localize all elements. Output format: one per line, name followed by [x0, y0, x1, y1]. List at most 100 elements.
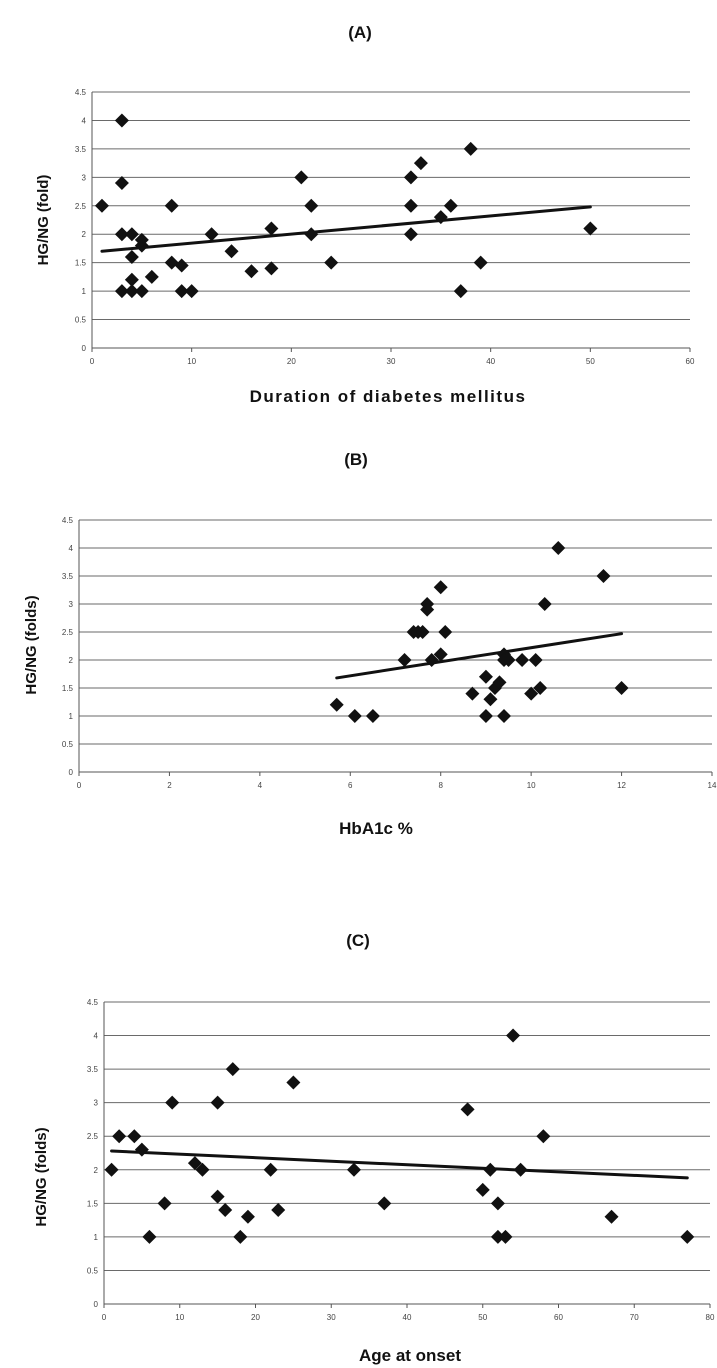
panel-b-data-point: [365, 709, 380, 723]
panel-c-data-point: [377, 1196, 392, 1211]
panel-c-y-tick-label: 3: [94, 1099, 99, 1108]
panel-b-data-point: [528, 653, 543, 667]
panel-a-data-point: [304, 198, 319, 213]
panel-a-y-tick-label: 3: [82, 173, 87, 182]
panel-a-y-tick-label: 3.5: [75, 145, 87, 154]
panel-b-data-point: [478, 669, 493, 684]
panel-a-y-tick-label: 2: [82, 230, 87, 239]
panel-c-data-point: [498, 1229, 513, 1244]
panel-a-data-point: [403, 198, 418, 213]
panel-a-data-point: [164, 198, 179, 213]
panel-c-x-tick-label: 50: [478, 1313, 487, 1322]
panel-c-x-tick-label: 0: [102, 1313, 107, 1322]
panel-b-data-point: [397, 653, 412, 667]
panel-a-data-point: [174, 284, 189, 299]
panel-a-data-point: [124, 272, 139, 287]
panel-c-data-point: [490, 1229, 505, 1244]
panel-b-data-point: [424, 653, 439, 667]
panel-c-data-point: [142, 1229, 157, 1244]
panel-c-x-tick-label: 60: [554, 1313, 563, 1322]
panel-b-y-tick-label: 4.5: [62, 516, 74, 525]
panel-a-x-tick-label: 40: [486, 357, 495, 366]
panel-a-y-tick-label: 2.5: [75, 202, 87, 211]
panel-a-data-point: [324, 255, 339, 270]
panel-c-data-point: [195, 1162, 210, 1177]
panel-c-x-tick-label: 30: [327, 1313, 336, 1322]
panel-b-data-point: [492, 675, 507, 690]
panel-b-data-point: [515, 653, 530, 667]
panel-b-data-point: [347, 709, 362, 723]
panel-c-x-tick-label: 20: [251, 1313, 260, 1322]
panel-c-data-point: [490, 1196, 505, 1211]
panel-a-y-tick-label: 4: [82, 116, 87, 125]
panel-a-data-point: [264, 221, 279, 236]
panel-c-data-point: [112, 1129, 127, 1144]
panel-b-x-tick-label: 8: [438, 781, 443, 790]
panel-a-x-tick-label: 60: [686, 357, 695, 366]
panel-b-data-point: [433, 580, 448, 595]
panel-c-data-point: [460, 1102, 475, 1117]
panel-a-data-point: [473, 255, 488, 270]
panel-a-data-point: [124, 249, 139, 264]
panel-c-data-point: [346, 1162, 361, 1177]
panel-b-data-point: [497, 709, 512, 723]
panel-c-data-point: [263, 1162, 278, 1177]
panel-c-data-point: [604, 1209, 619, 1224]
panel-b-data-point: [438, 625, 453, 639]
panel-a-x-tick-label: 0: [90, 357, 95, 366]
panel-c-y-tick-label: 1: [94, 1233, 99, 1242]
panel-c-data-point: [134, 1142, 149, 1157]
panel-a-data-point: [294, 170, 309, 185]
panel-a-data-point: [124, 227, 139, 242]
panel-a-data-point: [164, 255, 179, 270]
panel-a-title: (A): [348, 23, 372, 42]
panel-a-data-point: [264, 261, 279, 276]
panel-a-data-point: [174, 258, 189, 273]
panel-c-plot-area: 0 0.5 1 1.5 2 2.5 3 3.5 4 4.5 0 10 20 30 40 50 60 70 80: [87, 998, 715, 1322]
panel-b-y-tick-label: 0: [69, 768, 74, 777]
panel-b-data-point: [533, 681, 548, 695]
panel-b-data-point: [614, 681, 629, 695]
panel-b-y-tick-label: 3.5: [62, 572, 74, 581]
panel-c-data-point: [536, 1129, 551, 1144]
panel-b-y-tick-label: 2.5: [62, 628, 74, 637]
panel-a-data-point: [134, 284, 149, 299]
panel-b-x-tick-label: 4: [258, 781, 263, 790]
panel-b-y-tick-label: 4: [69, 544, 74, 553]
panel-a-data-point: [114, 284, 129, 299]
panel-b-data-point: [478, 709, 493, 723]
panel-b-x-tick-label: 6: [348, 781, 353, 790]
panel-b-y-axis-label: HG/NG (folds): [23, 595, 40, 694]
panel-b-x-tick-label: 14: [708, 781, 717, 790]
panel-b-plot-area: 0 0.5 1 1.5 2 2.5 3 3.5 4 4.5 0 2 4 6 8 10 12 14: [62, 516, 717, 790]
panel-b-y-tick-label: 0.5: [62, 740, 74, 749]
panel-b-x-axis-label: HbA1c %: [339, 819, 413, 838]
panel-b-data-point: [596, 569, 611, 583]
panel-c-trendline: [110, 1149, 689, 1180]
panel-a-data-point: [134, 232, 149, 247]
panel-a-data-point: [433, 210, 448, 225]
panel-a-y-tick-label: 0: [82, 344, 87, 353]
panel-c-data-point: [240, 1209, 255, 1224]
panel-b-x-tick-label: 10: [527, 781, 536, 790]
panel-c-data-point: [157, 1196, 172, 1211]
panel-a-x-tick-label: 10: [187, 357, 196, 366]
panel-a-plot-area: 0 0.5 1 1.5 2 2.5 3 3.5 4 4.5 0 10 20 30 40 50 60: [75, 88, 695, 366]
panel-b-y-tick-label: 2: [69, 656, 74, 665]
panel-a-data-point: [224, 244, 239, 259]
panel-c-x-tick-label: 10: [175, 1313, 184, 1322]
panel-c-x-tick-label: 40: [403, 1313, 412, 1322]
panel-c-data-point: [218, 1203, 233, 1218]
panel-a-data-point: [583, 221, 598, 236]
panel-a-data-point: [453, 284, 468, 299]
panel-a-data-point: [124, 284, 139, 299]
panel-c-y-tick-label: 4: [94, 1032, 99, 1041]
panel-a-y-axis-label: HG/NG (fold): [35, 175, 52, 266]
panel-c-data-point: [271, 1203, 286, 1218]
panel-c-y-tick-label: 2.5: [87, 1132, 99, 1141]
panel-c-data-point: [483, 1162, 498, 1177]
panel-b-y-tick-label: 3: [69, 600, 74, 609]
panel-a-data-point: [94, 198, 109, 213]
panel-c-data-point: [680, 1229, 695, 1244]
panel-a-y-tick-label: 1.5: [75, 259, 87, 268]
